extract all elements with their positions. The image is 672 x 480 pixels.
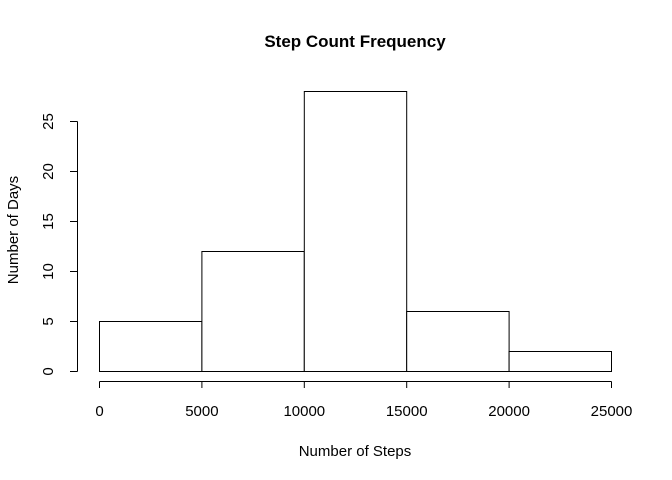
y-tick-label-3: 15 bbox=[40, 213, 57, 230]
y-axis: 0 5 10 15 20 25 bbox=[40, 113, 78, 376]
y-axis-label: Number of Days bbox=[5, 176, 22, 284]
x-tick-label-4: 20000 bbox=[488, 403, 530, 420]
x-axis-label: Number of Steps bbox=[299, 443, 412, 460]
y-tick-label-0: 0 bbox=[40, 367, 57, 375]
histogram-bar-0 bbox=[99, 321, 203, 372]
histogram-bar-3 bbox=[406, 311, 510, 372]
y-tick-label-4: 20 bbox=[40, 163, 57, 180]
x-tick-label-1: 5000 bbox=[185, 403, 218, 420]
x-axis: 0 5000 10000 15000 20000 25000 bbox=[95, 381, 633, 420]
x-tick-label-2: 10000 bbox=[283, 403, 325, 420]
x-tick-label-3: 15000 bbox=[386, 403, 428, 420]
y-tick-label-1: 5 bbox=[40, 317, 57, 325]
bars-group bbox=[99, 91, 613, 372]
y-tick-label-5: 25 bbox=[40, 113, 57, 130]
chart-title: Step Count Frequency bbox=[264, 32, 446, 51]
histogram-bar-2 bbox=[303, 91, 408, 372]
histogram-bar-1 bbox=[201, 251, 305, 372]
x-tick-label-0: 0 bbox=[95, 403, 103, 420]
histogram-bar-4 bbox=[508, 351, 613, 372]
y-tick-label-2: 10 bbox=[40, 263, 57, 280]
x-tick-label-5: 25000 bbox=[591, 403, 633, 420]
